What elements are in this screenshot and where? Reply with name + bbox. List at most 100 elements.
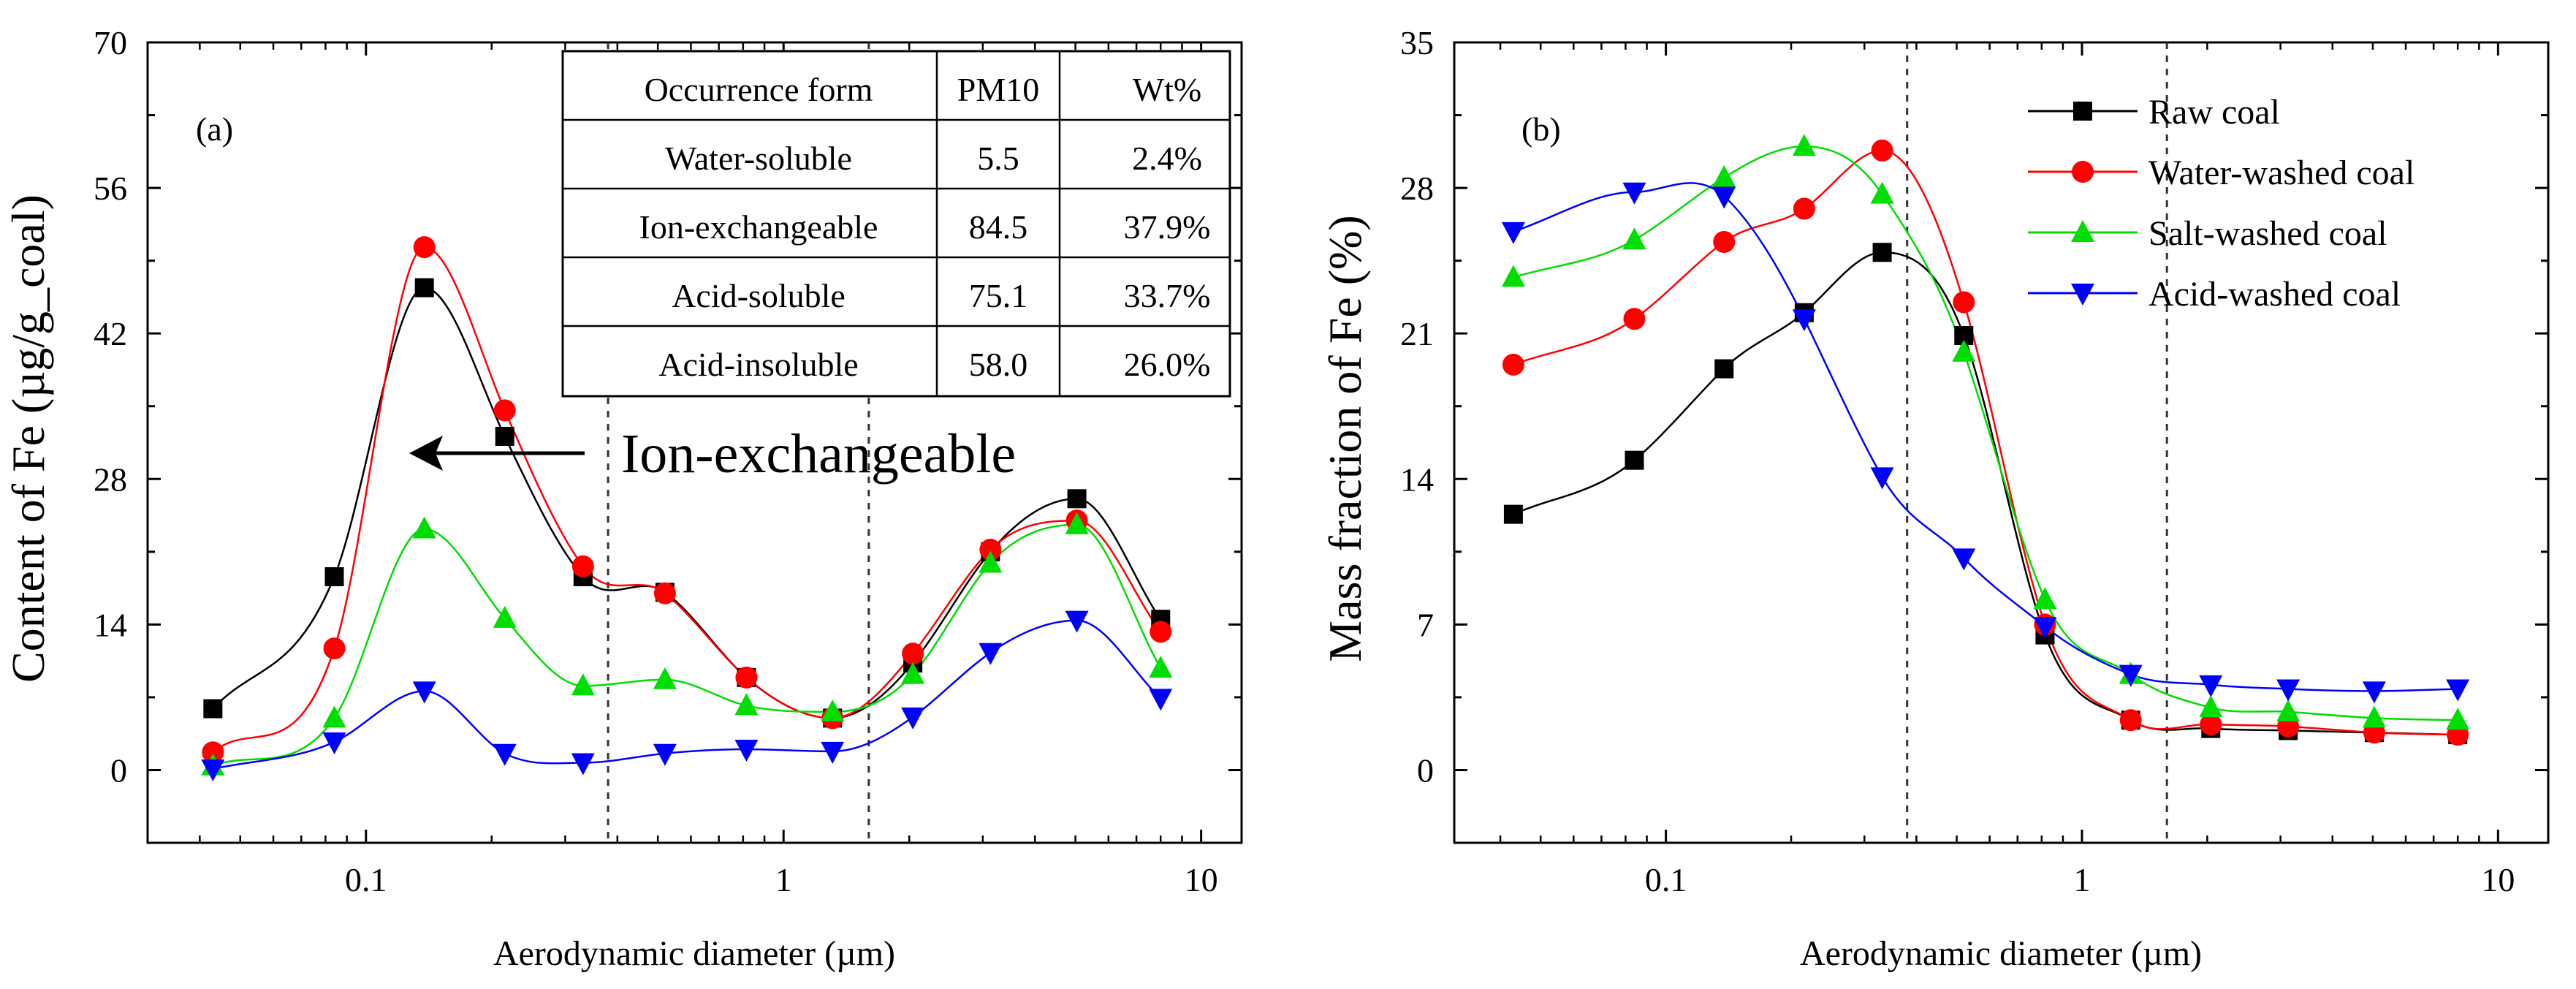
legend-marker-acid-washed-coal [2071, 284, 2094, 306]
table-cell: Water-soluble [665, 140, 852, 177]
panel-a-xlabel: Aerodynamic diameter (µm) [493, 934, 895, 973]
panel-a-point-water-washed-coal [413, 236, 436, 259]
panel-b-vertical-reference-lines [1906, 42, 2168, 843]
panel-a-point-acid-washed-coal [821, 741, 845, 764]
panel-b-ytick-label: 21 [1400, 315, 1434, 352]
panel-a-ytick-label: 42 [94, 315, 127, 352]
table-cell: 84.5 [969, 208, 1028, 246]
panel-b-point-acid-washed-coal [2033, 617, 2057, 640]
annotation-ion-exchangeable: Ion-exchangeable [621, 423, 1016, 485]
table-header-wt: Wt% [1133, 71, 1202, 108]
table-cell: 37.9% [1124, 208, 1211, 246]
panel-b-series-group [1501, 134, 2470, 746]
panel-a-point-acid-washed-coal [653, 743, 677, 766]
panel-a-ytick-label: 70 [94, 24, 127, 61]
panel-b-point-salt-washed-coal [2446, 708, 2470, 730]
legend-marker-salt-washed-coal [2071, 220, 2094, 242]
panel-a-point-acid-washed-coal [901, 707, 925, 730]
panel-b-point-water-washed-coal [1793, 197, 1815, 220]
panel-a-point-salt-washed-coal [653, 667, 677, 689]
panel-b-point-acid-washed-coal [2276, 679, 2300, 702]
panel-b-point-raw-coal [1625, 450, 1644, 470]
legend-marker-water-washed-coal [2072, 161, 2094, 183]
panel-b-point-salt-washed-coal [1622, 227, 1646, 250]
table-grid-lines [563, 51, 1230, 396]
legend-label-acid-washed-coal: Acid-washed coal [2148, 275, 2401, 314]
panel-b-point-water-washed-coal [1623, 308, 1646, 330]
panel-a-ytick-label: 56 [94, 170, 127, 207]
panel-a-point-salt-washed-coal [493, 605, 517, 628]
panel-a-point-water-washed-coal [902, 643, 924, 665]
occurrence-form-table: Occurrence form PM10 Wt% Water-soluble 5… [561, 50, 1231, 398]
panel-b-xtick-label: 0.1 [1645, 861, 1687, 898]
panel-b-ytick-label: 28 [1400, 170, 1434, 207]
panel-b-point-salt-washed-coal [2362, 705, 2386, 728]
table-cell: 26.0% [1124, 346, 1211, 383]
panel-a-point-water-washed-coal [653, 582, 676, 605]
panel-b-point-water-washed-coal [1953, 291, 1975, 314]
table-cell: Acid-insoluble [658, 346, 858, 383]
panel-a-series-line-acid-washed-coal [213, 619, 1162, 770]
panel-b-point-acid-washed-coal [2199, 675, 2223, 697]
panel-a-label: (a) [196, 110, 233, 148]
panel-a-ylabel: Content of Fe (µg/g_coal) [2, 194, 54, 683]
panel-b-point-water-washed-coal [2119, 709, 2142, 732]
panel-b-point-acid-washed-coal [1792, 309, 1816, 332]
panel-b-ytick-label: 7 [1417, 606, 1434, 643]
table-cell: 5.5 [977, 140, 1019, 177]
panel-a-point-water-washed-coal [735, 666, 758, 689]
legend-label-salt-washed-coal: Salt-washed coal [2148, 214, 2387, 253]
panel-b-point-raw-coal [1714, 359, 1734, 379]
panel-b-xlabel: Aerodynamic diameter (µm) [1800, 934, 2202, 973]
panel-a-point-salt-washed-coal [322, 705, 346, 728]
panel-b-legend: Raw coal Water-washed coal Salt-washed coa… [2028, 93, 2414, 314]
panel-a-ytick-label: 0 [110, 751, 127, 789]
panel-a-point-raw-coal [1067, 489, 1087, 509]
panel-a-xtick-label: 10 [1185, 861, 1218, 898]
panel-b-xtick-label: 1 [2073, 861, 2090, 898]
panel-b-axis-ticks: 0 7 14 21 28 35 0.1 1 10 [1400, 24, 2548, 898]
legend-label-raw-coal: Raw coal [2148, 93, 2280, 132]
panel-a-point-salt-washed-coal [1149, 656, 1173, 678]
panel-b-ytick-label: 35 [1400, 24, 1434, 61]
panel-a-axis-ticks: 0 14 28 42 56 70 0.1 1 10 [94, 24, 1242, 898]
panel-b-point-acid-washed-coal [1952, 548, 1976, 571]
table-cell: 33.7% [1124, 277, 1211, 314]
panel-b-point-salt-washed-coal [2276, 699, 2300, 721]
legend-label-water-washed-coal: Water-washed coal [2148, 154, 2414, 192]
panel-b-ytick-label: 14 [1400, 461, 1434, 498]
panel-b-point-acid-washed-coal [1712, 186, 1736, 209]
panel-a-chart: 0 14 28 42 56 70 0.1 1 10 (a) Content of Fe (µg/… [2, 24, 1243, 973]
panel-a-point-salt-washed-coal [901, 662, 925, 684]
panel-a-point-acid-washed-coal [322, 732, 346, 755]
panel-a-point-acid-washed-coal [1149, 689, 1173, 711]
arrowhead-left-icon [409, 436, 443, 471]
panel-a-point-acid-washed-coal [1065, 610, 1089, 633]
table-header-pm10: PM10 [957, 71, 1039, 108]
panel-b-point-acid-washed-coal [1501, 221, 1525, 244]
panel-a-ytick-label: 14 [94, 606, 127, 643]
panel-b-point-acid-washed-coal [2362, 681, 2386, 704]
panel-b-point-salt-washed-coal [1870, 181, 1894, 204]
panel-a-point-salt-washed-coal [412, 516, 436, 539]
panel-b-point-salt-washed-coal [1952, 339, 1976, 362]
panel-b-point-water-washed-coal [1713, 231, 1736, 254]
panel-a-point-salt-washed-coal [1065, 512, 1089, 534]
panel-a-point-water-washed-coal [493, 399, 516, 422]
table-cell: 75.1 [969, 277, 1028, 314]
panel-b-point-salt-washed-coal [1712, 164, 1736, 187]
panel-a-point-water-washed-coal [1150, 621, 1172, 643]
panel-b-point-salt-washed-coal [2199, 695, 2223, 718]
panel-b-point-water-washed-coal [1502, 353, 1524, 376]
panel-a-point-salt-washed-coal [979, 550, 1003, 573]
panel-a-point-salt-washed-coal [734, 693, 759, 716]
panel-b-plot-frame [1453, 41, 2550, 844]
panel-b-ytick-label: 0 [1417, 751, 1434, 789]
ion-exchangeable-annotation: Ion-exchangeable [409, 423, 1016, 485]
panel-b-point-acid-washed-coal [1870, 467, 1894, 490]
table-cell: 2.4% [1132, 140, 1202, 177]
panel-a-point-raw-coal [324, 567, 344, 586]
panel-a-point-acid-washed-coal [571, 753, 595, 776]
table-border [561, 50, 1231, 398]
